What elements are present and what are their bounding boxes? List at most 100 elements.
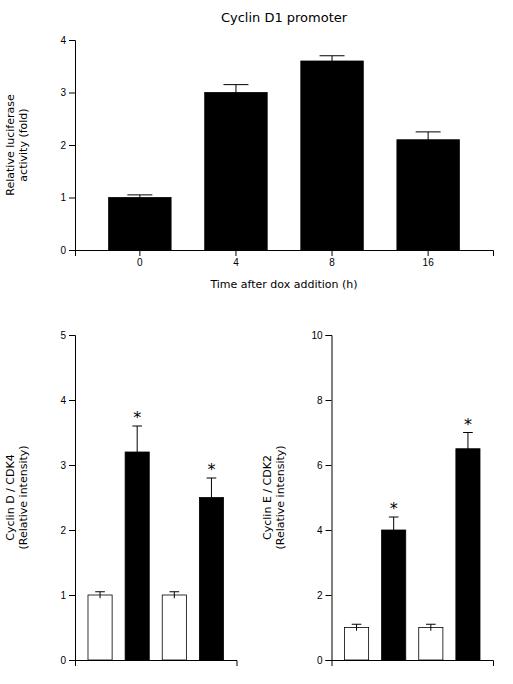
y-tick-label: 2 bbox=[60, 140, 66, 151]
error-bar bbox=[463, 433, 473, 466]
y-axis-title-line: (Relative intensity) bbox=[274, 445, 287, 549]
y-axis: 0 1 2 3 4 bbox=[60, 35, 75, 256]
y-tick-label: 2 bbox=[317, 590, 323, 601]
y-tick-label: 5 bbox=[60, 330, 66, 341]
annotation: * bbox=[133, 408, 141, 427]
y-tick-label: 3 bbox=[60, 460, 66, 471]
y-tick: 4 bbox=[60, 395, 75, 406]
x-axis-title: Time after dox addition (h) bbox=[209, 278, 357, 291]
error-bar bbox=[416, 132, 441, 148]
error-bar-line bbox=[174, 592, 175, 599]
y-axis-line bbox=[69, 41, 76, 251]
plot-area bbox=[88, 426, 224, 660]
x-axis-line bbox=[332, 661, 494, 667]
y-axis: 012345 bbox=[60, 330, 75, 666]
y-tick: 4 bbox=[60, 35, 75, 46]
y-tick-label: 4 bbox=[60, 395, 66, 406]
x-tick: 0 bbox=[137, 250, 143, 268]
error-bar-cap bbox=[169, 591, 179, 592]
error-bar bbox=[389, 517, 399, 543]
y-tick-mark bbox=[326, 530, 332, 531]
y-tick-label: 3 bbox=[60, 87, 66, 98]
x-tick-label: 4 bbox=[233, 257, 239, 268]
error-bar bbox=[352, 624, 362, 631]
x-axis-line bbox=[76, 251, 494, 257]
y-tick-mark bbox=[69, 250, 75, 251]
y-tick: 0 bbox=[60, 245, 75, 256]
y-axis-title: Cyclin D / CDK4(Relative intensity) bbox=[4, 445, 30, 549]
title: Cyclin D1 promoter bbox=[221, 10, 348, 25]
annotation: * bbox=[464, 415, 472, 434]
y-tick: 6 bbox=[317, 460, 332, 471]
y-tick-mark bbox=[326, 660, 332, 661]
y-tick-label: 4 bbox=[60, 35, 66, 46]
plot-area bbox=[109, 56, 460, 250]
error-bar-line bbox=[467, 433, 468, 466]
y-tick-label: 0 bbox=[60, 655, 66, 666]
y-tick-mark bbox=[69, 530, 75, 531]
x-tick: 16 bbox=[423, 250, 435, 268]
error-bar-line bbox=[393, 517, 394, 543]
y-axis-title-line: Cyclin E / CDK2 bbox=[261, 455, 274, 540]
bar bbox=[162, 595, 186, 660]
y-tick: 4 bbox=[317, 525, 332, 536]
error-bar-line bbox=[211, 478, 212, 517]
y-axis-line bbox=[326, 336, 333, 661]
x-tick-mark bbox=[428, 250, 429, 256]
x-tick-mark bbox=[332, 250, 333, 256]
y-tick-label: 2 bbox=[60, 525, 66, 536]
x-axis: 0 4 8 16 bbox=[76, 250, 494, 268]
y-tick-mark bbox=[326, 335, 332, 336]
y-tick-mark bbox=[69, 145, 75, 146]
bar bbox=[109, 198, 171, 251]
y-tick-label: 0 bbox=[317, 655, 323, 666]
bar bbox=[344, 628, 368, 661]
chart: 0 4 8 16 0 1 2 3 4 Cyclin D1 promoter Time after d… bbox=[4, 10, 494, 291]
bar bbox=[205, 93, 267, 251]
error-bar-cap bbox=[95, 591, 105, 592]
x-axis bbox=[332, 661, 494, 667]
y-tick-mark bbox=[326, 595, 332, 596]
error-bar-cap bbox=[127, 194, 152, 195]
chart: 012345**Cyclin D / CDK4(Relative intensi… bbox=[4, 330, 237, 666]
y-tick: 5 bbox=[60, 330, 75, 341]
error-bar-line bbox=[332, 56, 333, 67]
error-bar-cap bbox=[352, 624, 362, 625]
y-tick: 8 bbox=[317, 395, 332, 406]
y-tick: 3 bbox=[60, 460, 75, 471]
y-axis-title-line: Relative luciferase bbox=[4, 94, 17, 196]
y-tick-mark bbox=[69, 40, 75, 41]
y-tick-mark bbox=[69, 335, 75, 336]
error-bar bbox=[132, 426, 142, 478]
x-tick-label: 8 bbox=[329, 257, 335, 268]
y-tick-mark bbox=[326, 465, 332, 466]
error-bar-line bbox=[430, 624, 431, 631]
annotation: * bbox=[207, 460, 215, 479]
y-tick-mark bbox=[69, 660, 75, 661]
x-tick: 8 bbox=[329, 250, 335, 268]
y-tick-mark bbox=[326, 400, 332, 401]
error-bar-line bbox=[235, 85, 236, 101]
y-axis-title-line: (Relative intensity) bbox=[17, 445, 30, 549]
bar bbox=[125, 452, 149, 660]
y-tick: 2 bbox=[60, 525, 75, 536]
x-axis-line bbox=[76, 661, 238, 667]
error-bar-line bbox=[356, 624, 357, 631]
error-bar-line bbox=[137, 426, 138, 478]
error-bar-line bbox=[139, 195, 140, 200]
x-tick-mark bbox=[139, 250, 140, 256]
y-tick: 2 bbox=[60, 140, 75, 151]
error-bar-cap bbox=[320, 55, 345, 56]
y-tick: 10 bbox=[311, 330, 331, 341]
error-bar bbox=[320, 56, 345, 67]
y-tick-label: 1 bbox=[60, 192, 66, 203]
chart: 0246810**Cyclin E / CDK2(Relative intens… bbox=[261, 330, 494, 666]
y-tick: 3 bbox=[60, 87, 75, 98]
error-bar bbox=[223, 85, 248, 101]
error-bar-cap bbox=[426, 624, 436, 625]
error-bar bbox=[95, 592, 105, 599]
y-tick-mark bbox=[69, 465, 75, 466]
y-tick-mark bbox=[69, 595, 75, 596]
x-tick-mark bbox=[235, 250, 236, 256]
bar bbox=[88, 595, 112, 660]
